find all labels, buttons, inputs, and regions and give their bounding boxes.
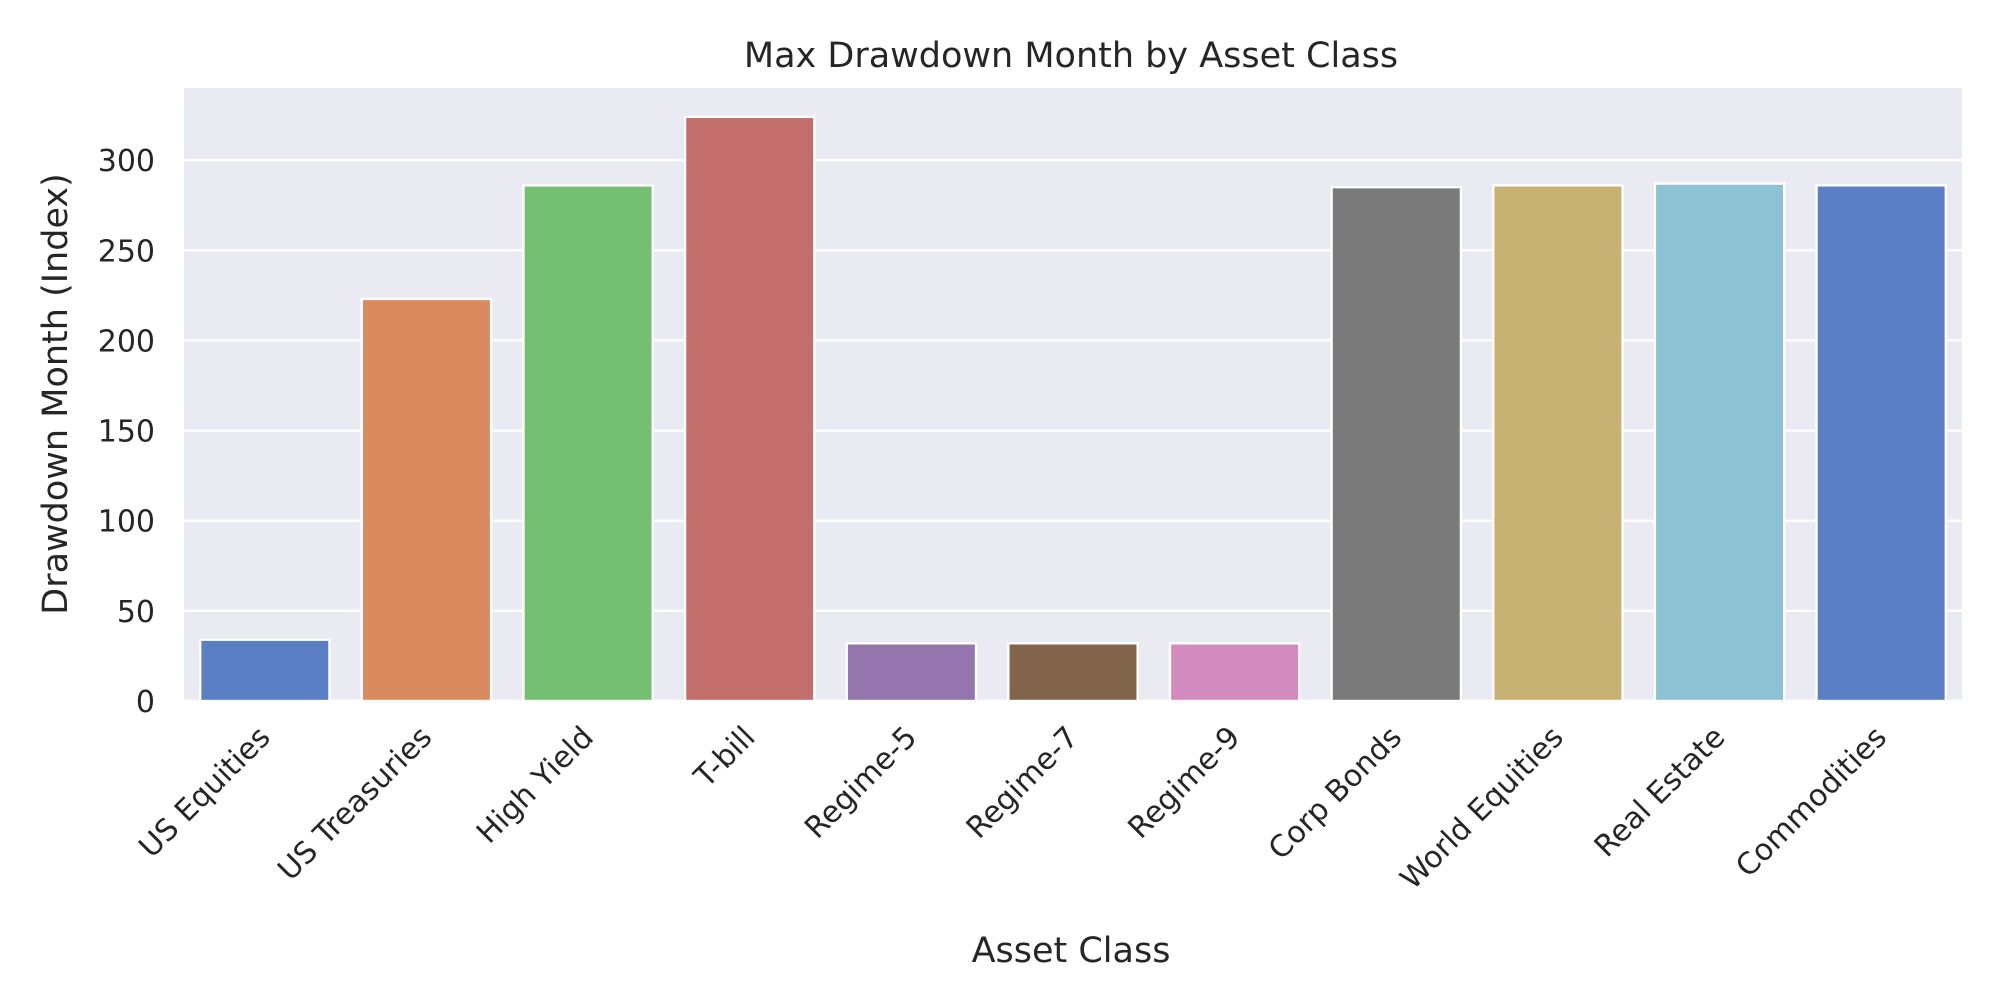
y-tick-label: 200: [98, 324, 155, 359]
y-tick-label: 50: [117, 595, 155, 630]
bars: [198, 115, 1948, 703]
x-tick-label: High Yield: [470, 720, 601, 851]
y-tick-label: 250: [98, 234, 155, 269]
y-tick-label: 0: [136, 685, 155, 720]
chart-title: Max Drawdown Month by Asset Class: [744, 36, 1398, 76]
x-tick-label: World Equities: [1394, 720, 1571, 897]
y-axis-label: Drawdown Month (Index): [36, 173, 76, 614]
x-tick-label: Real Estate: [1588, 720, 1732, 864]
bar-high-yield: [522, 184, 654, 703]
x-tick-label: US Treasuries: [271, 720, 439, 888]
x-axis-label: Asset Class: [972, 931, 1171, 971]
x-tick-label: US Equities: [132, 720, 277, 865]
bar-real-estate: [1653, 182, 1786, 703]
y-tick-label: 100: [98, 505, 155, 540]
bar-regime-9: [1168, 642, 1301, 703]
bar-us-treasuries: [360, 297, 493, 703]
y-axis-ticks: 0 50 100 150 200 250 300: [98, 144, 155, 720]
bar-corp-bonds: [1330, 185, 1463, 703]
y-tick-label: 300: [98, 144, 155, 179]
bar-regime-5: [845, 642, 978, 703]
y-tick-label: 150: [98, 415, 155, 450]
x-tick-label: Regime-7: [960, 720, 1086, 846]
x-tick-label: Corp Bonds: [1262, 720, 1409, 867]
bar-regime-7: [1007, 642, 1139, 703]
bar-t-bill: [683, 115, 816, 703]
bar-world-equities: [1492, 184, 1624, 703]
x-tick-label: Regime-9: [1121, 720, 1247, 846]
bar-us-equities: [198, 638, 331, 703]
x-tick-label: T-bill: [687, 720, 762, 795]
bar-commodities: [1815, 184, 1948, 703]
x-tick-label: Commodities: [1729, 720, 1894, 885]
x-tick-label: Regime-5: [798, 720, 924, 846]
